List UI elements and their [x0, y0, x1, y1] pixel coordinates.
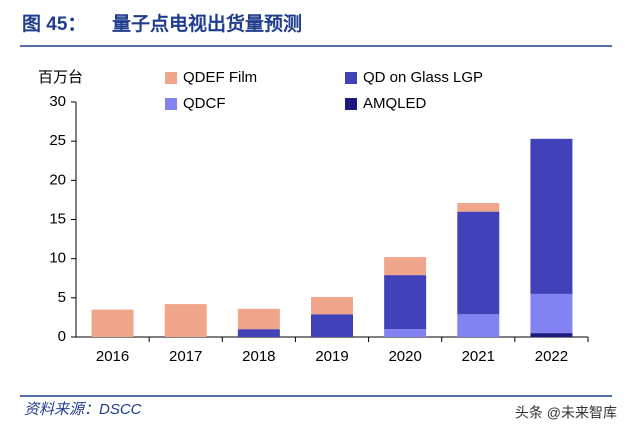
bar-segment — [384, 329, 427, 337]
figure-number: 图 45： — [22, 13, 86, 35]
bar-segment — [457, 211, 500, 315]
bar-segment — [457, 203, 500, 212]
x-tick-label: 2016 — [96, 348, 129, 365]
legend-swatch — [345, 72, 357, 84]
x-tick-label: 2021 — [462, 348, 495, 365]
y-unit: 百万台 — [38, 69, 83, 86]
x-tick-label: 2022 — [535, 348, 568, 365]
y-tick-label: 5 — [58, 289, 66, 306]
x-tick-label: 2020 — [388, 348, 421, 365]
bar-segment — [530, 138, 573, 294]
legend-label: QDCF — [183, 95, 226, 112]
bar-segment — [530, 333, 573, 337]
bar-segment — [311, 297, 353, 315]
legend-label: AMQLED — [363, 95, 427, 112]
bar-segment — [384, 275, 427, 330]
legend-label: QDEF Film — [183, 69, 257, 86]
legend-swatch — [345, 98, 357, 110]
y-tick-label: 10 — [49, 250, 66, 267]
bar-segment — [237, 308, 280, 330]
bar-segment — [384, 257, 427, 276]
x-tick-label: 2019 — [315, 348, 348, 365]
source: 资料来源：DSCC — [24, 401, 142, 418]
y-tick-label: 0 — [58, 328, 66, 345]
bar-segment — [457, 314, 500, 337]
bar-segment — [530, 293, 573, 334]
figure-title: 量子点电视出货量预测 — [112, 12, 302, 35]
x-tick-label: 2017 — [169, 348, 202, 365]
x-tick-label: 2018 — [242, 348, 275, 365]
bar-segment — [91, 309, 134, 337]
watermark: 头条 @未来智库 — [515, 405, 617, 421]
bar-segment — [237, 329, 280, 337]
y-tick-label: 20 — [49, 171, 66, 188]
y-tick-label: 15 — [49, 210, 66, 227]
y-tick-label: 25 — [49, 132, 66, 149]
legend-label: QD on Glass LGP — [363, 69, 483, 86]
bar-segment — [164, 304, 207, 337]
legend-swatch — [165, 72, 177, 84]
y-tick-label: 30 — [49, 93, 66, 110]
bar-segment — [311, 314, 353, 337]
legend-swatch — [165, 98, 177, 110]
